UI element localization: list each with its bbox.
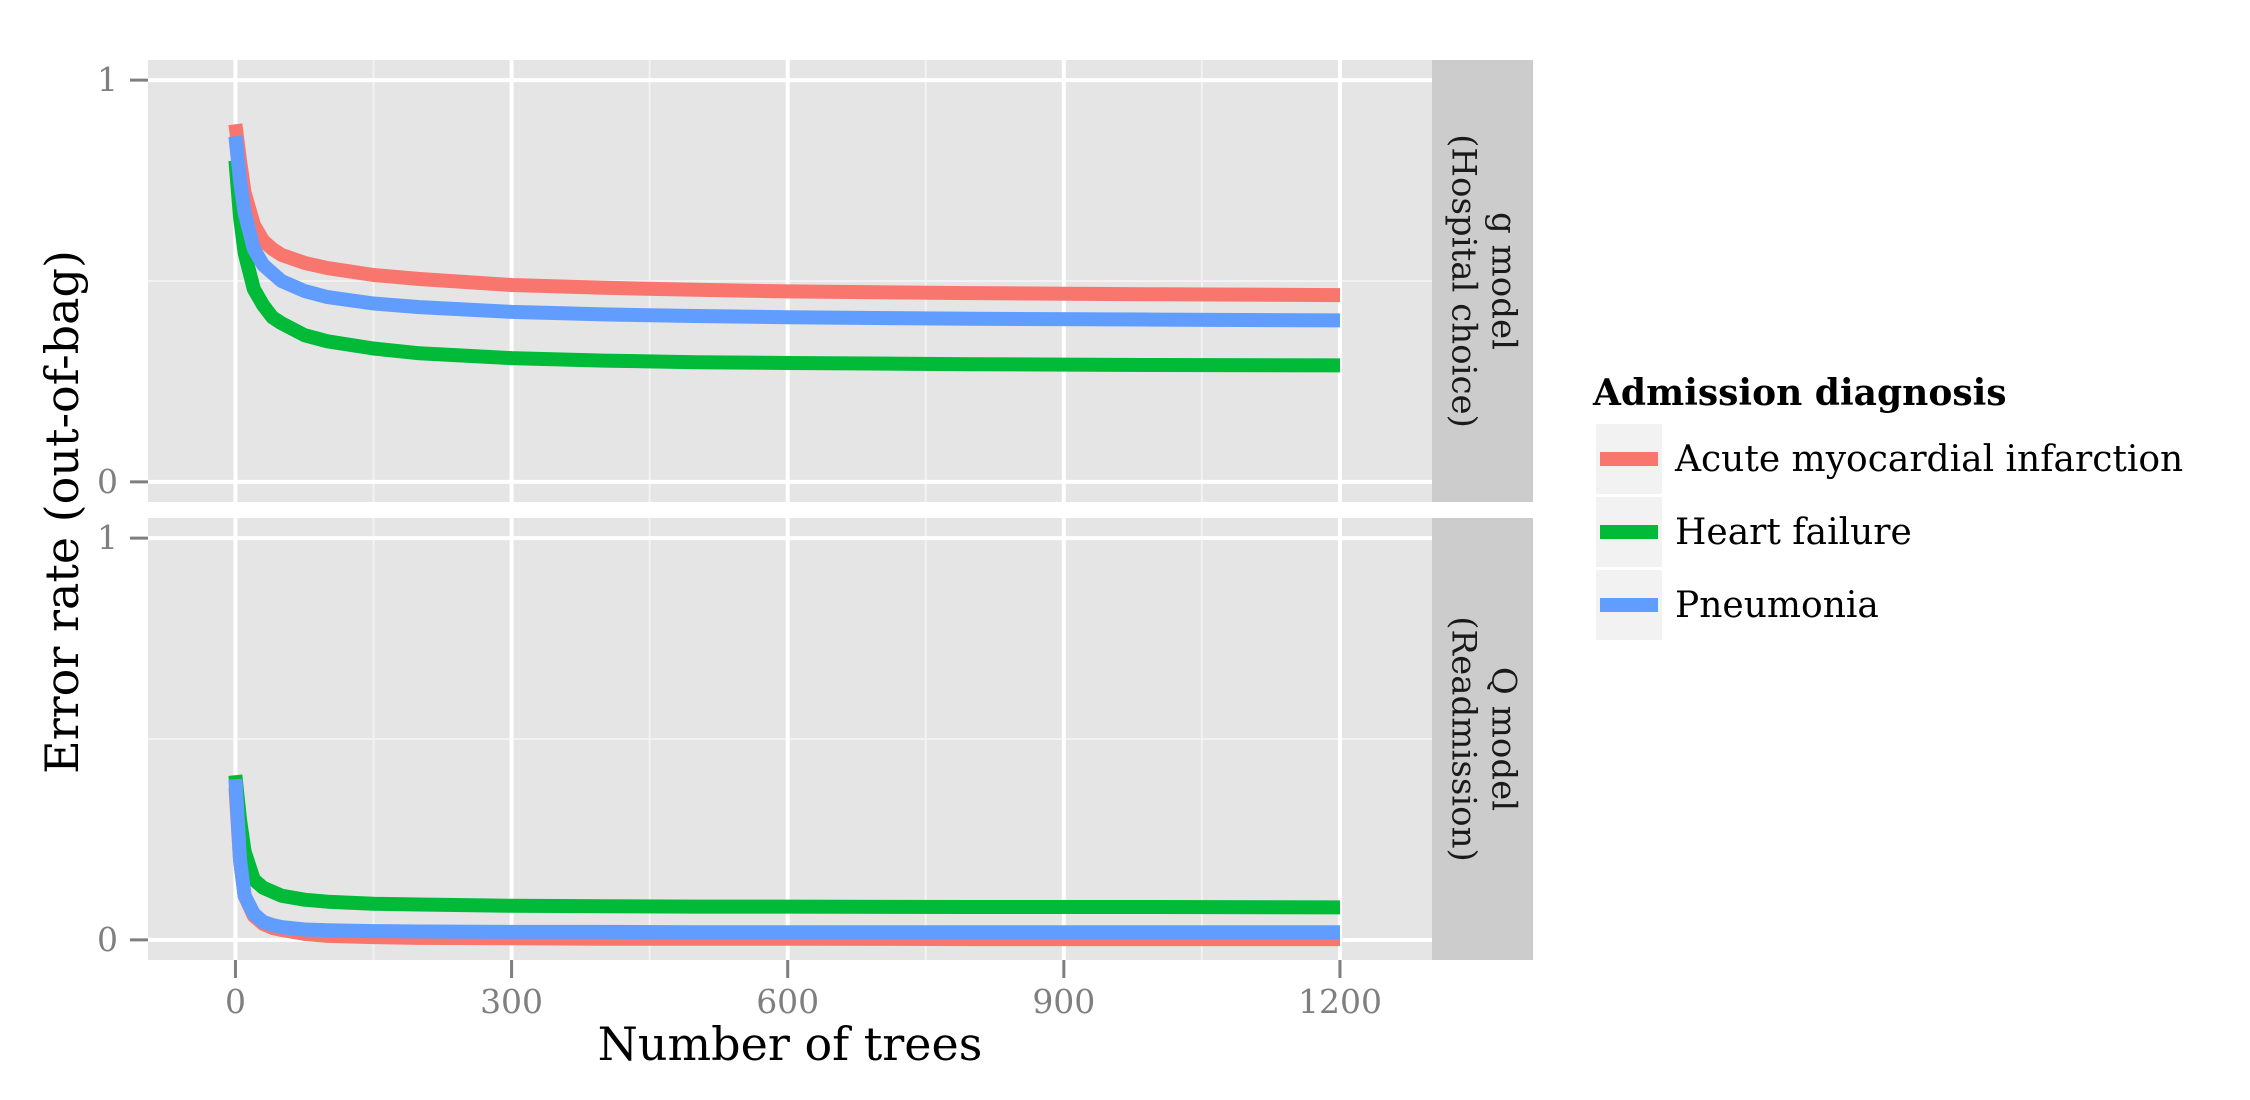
legend-label: Acute myocardial infarction [1674, 439, 2183, 480]
series-line-pneumonia [228, 135, 1341, 328]
strip-label: g model(Hospital choice) [1444, 134, 1524, 428]
y-tick-label: 0 [97, 462, 118, 501]
x-tick-label: 900 [1032, 982, 1095, 1021]
series-line-heart-failure [228, 159, 1341, 373]
legend-entry-heart-failure: Heart failure [1596, 497, 1912, 567]
legend-entry-acute-myocardial-infarction: Acute myocardial infarction [1596, 424, 2183, 494]
strip-label-line: (Hospital choice) [1444, 134, 1484, 428]
x-tick-label: 1200 [1298, 982, 1382, 1021]
x-tick-label: 600 [756, 982, 819, 1021]
legend-label: Heart failure [1675, 512, 1912, 553]
y-tick-label: 1 [97, 60, 118, 99]
x-tick-label: 0 [225, 982, 246, 1021]
legend-entry-pneumonia: Pneumonia [1596, 570, 1879, 640]
y-tick-label: 1 [97, 518, 118, 557]
strip-label-line: (Readmission) [1444, 616, 1484, 862]
series-line-heart-failure [228, 774, 1341, 915]
strip-label-line: g model [1484, 212, 1524, 350]
y-axis-title: Error rate (out-of-bag) [35, 250, 89, 774]
legend-label: Pneumonia [1675, 585, 1879, 626]
panel-2: Q model(Readmission) [148, 518, 1533, 960]
legend-title: Admission diagnosis [1592, 372, 2007, 414]
strip-background [1432, 518, 1533, 960]
panel-1: g model(Hospital choice) [148, 60, 1533, 502]
y-tick-label: 0 [97, 920, 118, 959]
strip-background [1432, 60, 1533, 502]
axes-layer: 0 1 0 1 0 300 600 900 1200 [97, 60, 1382, 1021]
x-tick-label: 300 [480, 982, 543, 1021]
x-axis-title: Number of trees [598, 1017, 983, 1071]
legend: Admission diagnosis Acute myocardial inf… [1592, 372, 2183, 640]
strip-label-line: Q model [1484, 667, 1524, 811]
panels-layer: g model(Hospital choice) Q model(Readmiss… [148, 60, 1533, 960]
series-line-pneumonia [228, 778, 1340, 940]
strip-label: Q model(Readmission) [1444, 616, 1524, 862]
